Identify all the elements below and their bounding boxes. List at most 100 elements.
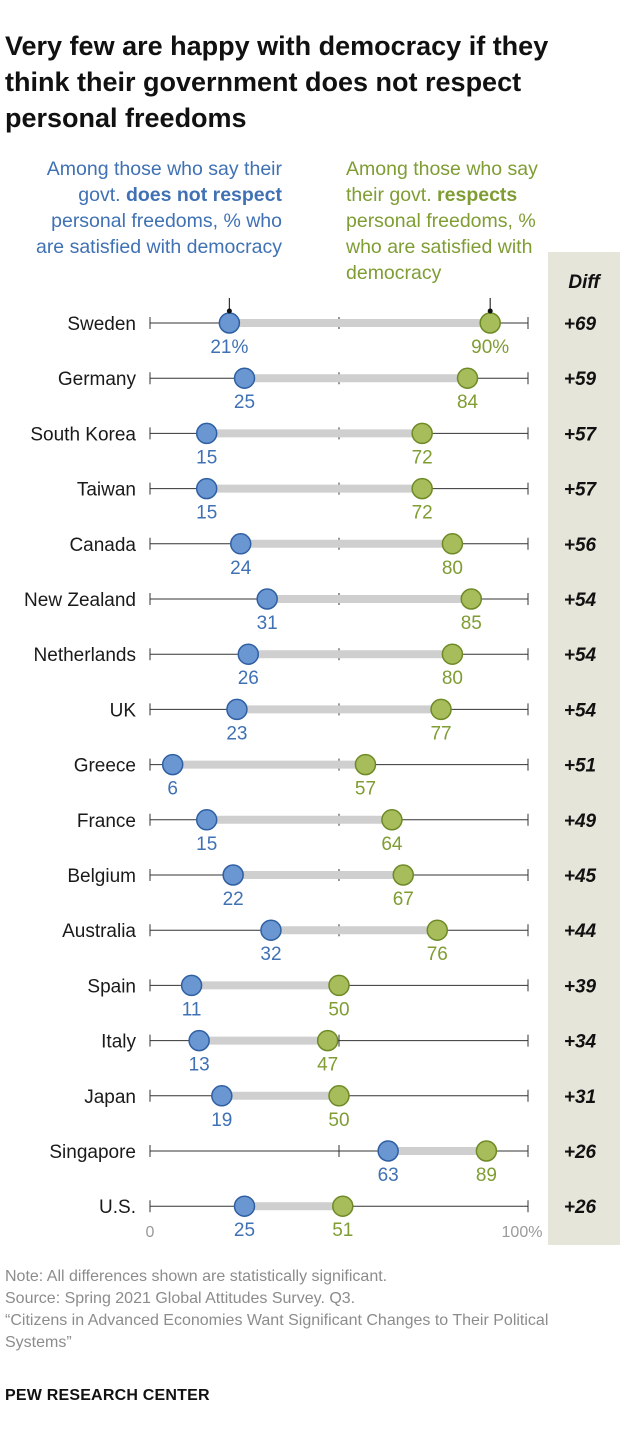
- value-label-respects: 72: [412, 447, 433, 468]
- value-label-not-respect: 15: [196, 834, 217, 855]
- footer-note: Note: All differences shown are statisti…: [5, 1268, 388, 1285]
- value-label-respects: 72: [412, 503, 433, 524]
- legend-left-bold: does not respect: [125, 184, 282, 206]
- dot-respects: [392, 864, 415, 886]
- value-label-respects: 80: [442, 668, 463, 689]
- country-label: Australia: [62, 921, 136, 942]
- country-label: New Zealand: [24, 590, 136, 611]
- legend-left-text-1: Among those who say their govt.: [46, 158, 282, 206]
- country-label: Spain: [87, 976, 136, 997]
- country-label: Netherlands: [34, 645, 136, 666]
- country-label: France: [77, 811, 136, 832]
- dot-respects: [354, 753, 377, 776]
- diff-value: +34: [564, 1032, 597, 1053]
- diff-column-background: [548, 252, 620, 1245]
- diff-value: +54: [564, 645, 597, 666]
- diff-header: Diff: [568, 272, 600, 293]
- dot-respects: [441, 533, 464, 555]
- value-label-not-respect: 24: [230, 558, 252, 579]
- value-label-respects: 67: [393, 889, 414, 910]
- dot-not-respect: [377, 1140, 399, 1162]
- value-label-not-respect: 63: [378, 1165, 399, 1186]
- dot-respects: [426, 919, 449, 941]
- dot-not-respect: [233, 1195, 256, 1217]
- dot-respects: [430, 698, 452, 721]
- legend-right-text-2: personal freedoms, % who are satisfied w…: [346, 210, 536, 284]
- dot-respects: [479, 312, 501, 334]
- value-label-not-respect: 21%: [210, 337, 248, 358]
- diff-value: +57: [564, 480, 598, 501]
- dot-not-respect: [161, 753, 184, 776]
- country-label: Taiwan: [77, 480, 136, 501]
- value-label-not-respect: 23: [226, 723, 247, 744]
- country-label: Japan: [84, 1087, 136, 1108]
- value-label-respects: 89: [476, 1165, 497, 1186]
- value-label-respects: 64: [381, 834, 403, 855]
- dot-not-respect: [256, 588, 278, 610]
- value-label-not-respect: 6: [167, 779, 178, 800]
- value-label-not-respect: 15: [196, 447, 217, 468]
- diff-value: +69: [564, 314, 597, 335]
- value-label-respects: 76: [427, 944, 448, 965]
- dot-not-respect: [229, 533, 252, 555]
- footer-source: Source: Spring 2021 Global Attitudes Sur…: [5, 1290, 356, 1307]
- legend-pointer-dot-not-respect: [226, 308, 232, 314]
- footer: Note: All differences shown are statisti…: [5, 1266, 615, 1354]
- value-label-not-respect: 19: [211, 1110, 232, 1131]
- dot-respects: [381, 809, 403, 831]
- country-label: Germany: [58, 369, 137, 390]
- country-label: South Korea: [30, 424, 136, 445]
- country-label: Sweden: [67, 314, 136, 335]
- chart-title: Very few are happy with democracy if the…: [5, 31, 549, 133]
- diff-value: +44: [564, 921, 597, 942]
- value-label-respects: 84: [457, 392, 479, 413]
- diff-value: +26: [564, 1197, 597, 1218]
- value-label-not-respect: 13: [189, 1055, 210, 1076]
- value-label-not-respect: 31: [257, 613, 278, 634]
- legend-respects: Among those who say their govt. respects…: [346, 156, 576, 286]
- diff-value: +57: [564, 424, 598, 445]
- dot-respects: [328, 974, 350, 997]
- dot-respects: [332, 1195, 354, 1217]
- value-label-not-respect: 25: [234, 1220, 255, 1241]
- value-label-respects: 90%: [471, 337, 509, 358]
- value-label-not-respect: 25: [234, 392, 255, 413]
- country-label: Canada: [69, 535, 136, 556]
- value-label-not-respect: 15: [196, 503, 217, 524]
- dot-not-respect: [260, 919, 282, 941]
- country-label: Singapore: [49, 1142, 136, 1163]
- dot-not-respect: [218, 312, 241, 334]
- pew-logo-text: PEW RESEARCH CENTER: [5, 1387, 210, 1404]
- diff-value: +54: [564, 700, 597, 721]
- value-label-respects: 85: [461, 613, 482, 634]
- country-label: Italy: [101, 1032, 136, 1053]
- value-label-respects: 51: [332, 1220, 353, 1241]
- value-label-not-respect: 11: [182, 999, 202, 1020]
- dot-respects: [441, 643, 464, 665]
- value-label-respects: 57: [355, 779, 376, 800]
- value-label-respects: 50: [328, 999, 349, 1020]
- dot-not-respect: [195, 477, 218, 500]
- value-label-not-respect: 22: [223, 889, 244, 910]
- legend-right-text-1: Among those who say their govt.: [346, 158, 538, 206]
- dot-not-respect: [211, 1085, 233, 1107]
- diff-value: +59: [564, 369, 597, 390]
- dot-not-respect: [180, 974, 203, 997]
- dot-chart: Sweden 21% 90% +69 Germany 25 84 +59 South Korea…: [24, 298, 598, 1241]
- diff-value: +26: [564, 1142, 597, 1163]
- dot-respects: [456, 367, 479, 389]
- diff-value: +51: [564, 756, 596, 777]
- value-label-respects: 77: [430, 723, 451, 744]
- diff-value: +54: [564, 590, 597, 611]
- value-label-not-respect: 32: [260, 944, 281, 965]
- value-label-respects: 47: [317, 1055, 338, 1076]
- country-label: UK: [110, 700, 137, 721]
- legend-pointer-dot-respects: [487, 308, 493, 314]
- dot-not-respect: [195, 809, 218, 831]
- dot-not-respect: [222, 864, 244, 886]
- diff-value: +39: [564, 976, 597, 997]
- dot-respects: [328, 1085, 350, 1107]
- diff-value: +49: [564, 811, 597, 832]
- dot-respects: [460, 588, 483, 610]
- value-label-respects: 80: [442, 558, 463, 579]
